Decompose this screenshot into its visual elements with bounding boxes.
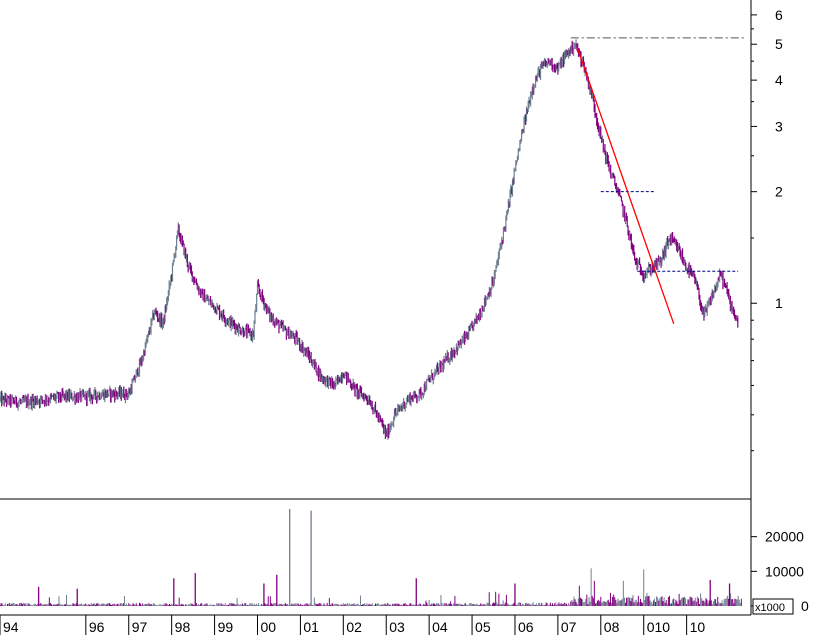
price-axis-ticks: 6 5 4 3 2 1	[751, 7, 783, 452]
price-annotations	[570, 37, 745, 325]
time-tick-label: 010	[647, 619, 671, 635]
time-tick-label: 08	[604, 619, 620, 635]
time-tick-label: 01	[303, 619, 319, 635]
volume-tick-label: 0	[801, 598, 809, 614]
time-tick-label: 99	[218, 619, 234, 635]
price-tick-label: 4	[775, 72, 783, 88]
time-tick-label: 00	[260, 619, 276, 635]
price-tick-label: 1	[775, 295, 783, 311]
downtrend-line	[576, 47, 675, 325]
volume-unit-box	[752, 598, 794, 615]
volume-bars	[0, 508, 742, 606]
volume-tick-label: 10000	[765, 563, 804, 579]
time-tick-label: 04	[432, 619, 448, 635]
time-tick-label: 96	[89, 619, 105, 635]
price-tick-label: 6	[775, 7, 783, 23]
time-tick-label: 94	[3, 619, 19, 635]
time-tick-label: 98	[175, 619, 191, 635]
time-tick-label: 05	[475, 619, 491, 635]
price-tick-label: 5	[775, 36, 783, 52]
volume-unit-label: x1000	[755, 602, 785, 614]
volume-axis-ticks: 20000 10000 0	[751, 529, 809, 614]
time-tick-label: 10	[690, 619, 706, 635]
time-tick-label: 07	[561, 619, 577, 635]
time-tick-label: 02	[346, 619, 362, 635]
volume-tick-label: 20000	[765, 529, 804, 545]
price-tick-label: 2	[775, 184, 783, 200]
time-tick-label: 97	[132, 619, 148, 635]
price-bars	[0, 39, 739, 440]
time-tick-label: 03	[389, 619, 405, 635]
price-tick-label: 3	[775, 118, 783, 134]
time-axis-ticks: 94 96 97 98 99 00 01 02 03 04 05 06 07 08 010 10	[0, 615, 705, 635]
time-tick-label: 06	[518, 619, 534, 635]
